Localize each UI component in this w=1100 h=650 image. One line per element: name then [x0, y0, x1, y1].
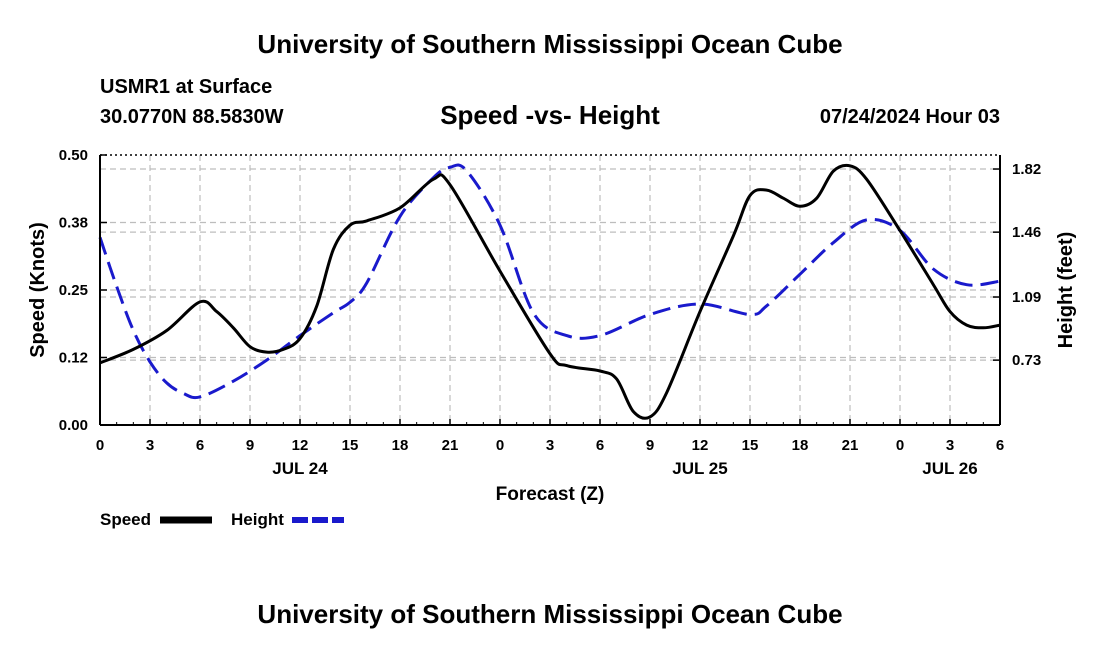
x-tick-label: 18: [792, 437, 809, 454]
x-tick-label: 15: [342, 437, 359, 454]
x-tick-label: 3: [946, 437, 954, 454]
y-tick-label: 0.25: [59, 282, 88, 299]
y-tick-label: 0.00: [59, 417, 88, 434]
y2-tick-label: 0.73: [1012, 352, 1041, 369]
day-label: JUL 24: [272, 459, 328, 478]
x-tick-label: 6: [596, 437, 604, 454]
footer-title: University of Southern Mississippi Ocean…: [257, 599, 843, 629]
y-tick-label: 0.38: [59, 215, 88, 232]
x-tick-label: 0: [496, 437, 504, 454]
speed-series-line: [99, 163, 1001, 420]
y-tick-label: 0.12: [59, 350, 88, 367]
x-axis-title: Forecast (Z): [496, 484, 605, 505]
x-tick-label: 3: [546, 437, 554, 454]
y2-tick-label: 1.09: [1012, 289, 1041, 306]
legend-speed-label: Speed: [100, 510, 151, 529]
x-tick-label: 0: [896, 437, 904, 454]
y-tick-label: 0.50: [59, 147, 88, 164]
day-label: JUL 25: [672, 459, 727, 478]
x-tick-label: 0: [96, 437, 104, 454]
x-tick-label: 9: [646, 437, 654, 454]
y-axis-title: Speed (Knots): [27, 222, 49, 358]
y2-tick-label: 1.46: [1012, 224, 1041, 241]
main-title: University of Southern Mississippi Ocean…: [257, 29, 843, 59]
coordinates-label: 30.0770N 88.5830W: [100, 106, 284, 128]
x-tick-label: 21: [442, 437, 459, 454]
day-label: JUL 26: [922, 459, 977, 478]
x-tick-label: 15: [742, 437, 759, 454]
y2-axis-title: Height (feet): [1055, 232, 1077, 349]
x-tick-label: 6: [196, 437, 204, 454]
chart-subtitle: Speed -vs- Height: [440, 100, 660, 130]
x-tick-label: 18: [392, 437, 409, 454]
x-tick-label: 21: [842, 437, 859, 454]
x-tick-label: 3: [146, 437, 154, 454]
forecast-datetime: 07/24/2024 Hour 03: [819, 106, 1000, 128]
height-series-line: [98, 163, 1001, 400]
x-tick-label: 9: [246, 437, 254, 454]
station-label: USMR1 at Surface: [100, 76, 273, 98]
x-tick-label: 6: [996, 437, 1004, 454]
legend-height-label: Height: [231, 510, 284, 529]
x-tick-label: 12: [292, 437, 309, 454]
x-tick-label: 12: [692, 437, 709, 454]
y2-tick-label: 1.82: [1012, 161, 1041, 178]
